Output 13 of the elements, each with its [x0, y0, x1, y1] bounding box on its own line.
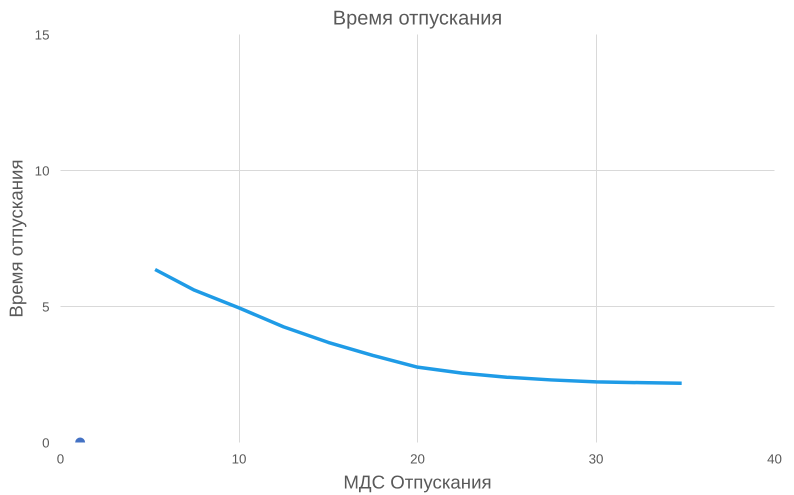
chart-title: Время отпускания — [332, 8, 502, 30]
y-tick-label: 15 — [34, 28, 50, 42]
x-tick-label: 30 — [588, 452, 604, 466]
line-series — [153, 268, 684, 385]
y-tick-label: 0 — [42, 436, 50, 450]
x-tick-label: 10 — [232, 452, 246, 466]
x-axis-title: МДС Отпускания — [343, 472, 492, 492]
y-tick-label: 10 — [34, 164, 50, 178]
x-tick-label: 40 — [767, 452, 782, 466]
y-tick-label: 5 — [42, 300, 50, 314]
y-axis-title: Время отпускания — [6, 159, 27, 318]
x-tick-label: 20 — [410, 452, 425, 466]
x-tick-label: 0 — [56, 452, 64, 466]
